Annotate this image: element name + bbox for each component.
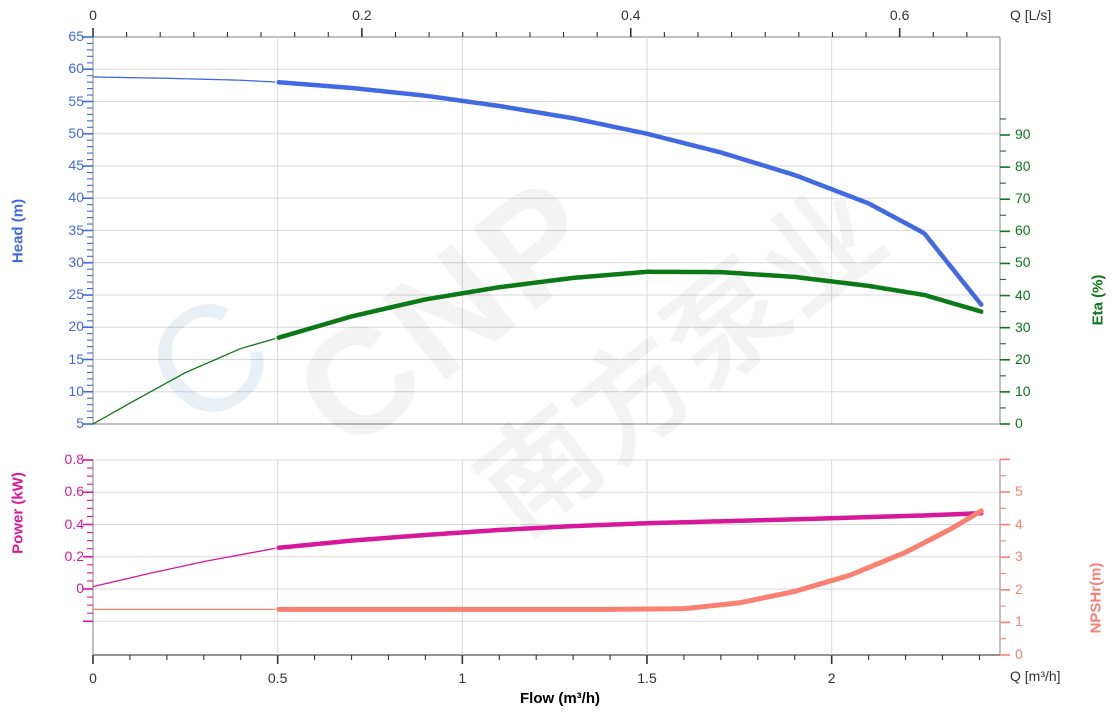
curve-layer [92,76,984,612]
ytick-label-eta-8: 10 [1015,382,1031,399]
ytick-label-head-11: 10 [68,382,84,399]
ytick-label-head-1: 60 [68,60,84,77]
ytick-label-power-3: 0.2 [64,547,84,564]
xtick-label-bottom-4: 2 [827,670,836,686]
xtick-label-bottom-1: 0.5 [267,670,288,686]
ytick-label-eta-3: 60 [1015,222,1031,239]
xtick-label-bottom-0: 0 [89,670,97,686]
ytick-label-npshr-3: 2 [1015,580,1023,597]
ytick-label-eta-0: 90 [1015,126,1031,142]
ytick-label-npshr-4: 1 [1015,613,1023,630]
ytick-label-eta-6: 30 [1015,318,1031,335]
curve-eta-thin [92,338,276,425]
ytick-label-head-5: 40 [68,189,84,206]
ytick-label-head-4: 45 [68,157,84,173]
ytick-label-head-0: 65 [68,28,84,44]
xtick-label-bottom-2: 1 [458,670,467,686]
xtick-label-bottom-3: 1.5 [637,670,657,686]
ytick-label-eta-2: 70 [1015,190,1031,207]
ytick-label-head-8: 25 [68,286,84,302]
ytick-label-power-4: 0 [76,580,84,596]
ytick-label-power-1: 0.6 [64,483,84,500]
curve-npshr [276,508,984,612]
ytick-label-power-2: 0.4 [64,515,84,532]
ytick-label-npshr-2: 3 [1015,548,1023,565]
ytick-label-head-7: 30 [68,253,84,270]
xtick-label-top-2: 0.4 [621,7,641,23]
tick-layer [83,28,1010,664]
ytick-label-eta-5: 40 [1015,286,1031,303]
xtick-label-top-1: 0.2 [352,7,372,23]
ytick-label-eta-9: 0 [1015,415,1023,431]
ytick-label-head-10: 15 [68,350,84,367]
curve-head [276,79,984,307]
ytick-label-head-2: 55 [68,92,84,109]
ytick-label-head-12: 5 [76,415,84,431]
x-axis-bottom-unit-label: Q [m³/h] [1010,668,1061,684]
ytick-label-eta-7: 20 [1015,350,1031,367]
curve-head-thin [92,76,276,83]
curve-power [276,510,984,551]
ytick-label-power-0: 0.8 [64,451,84,467]
ytick-label-head-9: 20 [68,318,84,335]
ytick-label-npshr-0: 5 [1015,483,1023,499]
curve-eta [276,269,984,340]
ytick-label-npshr-5: 0 [1015,646,1023,662]
axis-title-flow: Flow (m³/h) [520,690,600,707]
xtick-label-top-0: 0 [89,7,97,23]
xtick-label-top-3: 0.6 [889,7,910,23]
ytick-label-eta-1: 80 [1015,158,1031,175]
ytick-label-npshr-1: 4 [1015,515,1023,532]
ytick-label-head-3: 50 [68,124,84,141]
ytick-label-head-6: 35 [68,221,84,238]
ytick-label-eta-4: 50 [1015,254,1031,271]
curve-power-thin [92,547,276,588]
x-axis-top-unit-label: Q [L/s] [1010,7,1052,23]
